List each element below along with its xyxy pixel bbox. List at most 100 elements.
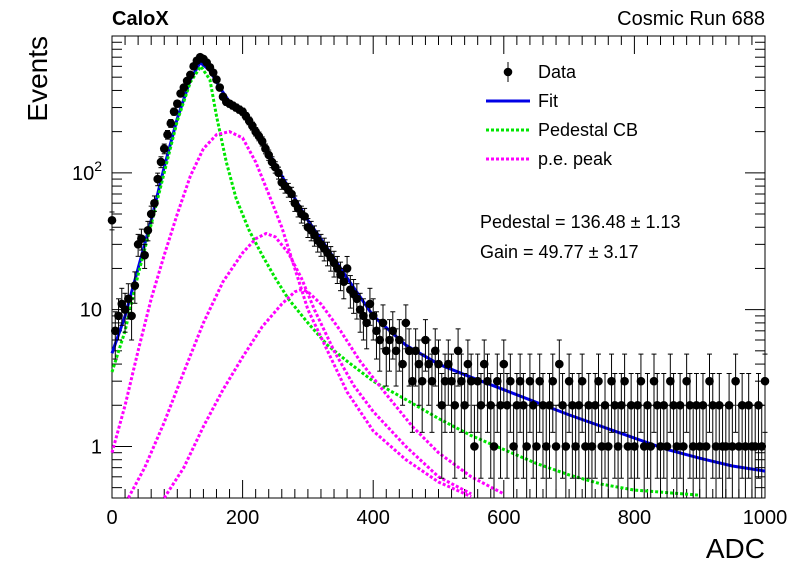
data-point: [215, 83, 225, 92]
data-point: [414, 339, 424, 406]
data-point: [525, 353, 535, 433]
data-point: [457, 353, 466, 433]
data-point: [620, 353, 629, 433]
data-point: [643, 372, 652, 479]
data-point: [646, 404, 656, 499]
data-point: [156, 156, 166, 169]
data-point: [603, 404, 613, 499]
data-point: [430, 328, 440, 387]
legend-entry-pedestal: Pedestal CB: [486, 120, 638, 140]
data-point: [424, 339, 434, 406]
data-point: [515, 353, 525, 433]
data-point: [545, 372, 554, 479]
data-point: [535, 353, 545, 433]
data-point: [561, 404, 571, 499]
data-point: [623, 404, 633, 499]
data-point: [577, 353, 587, 433]
data-point: [208, 68, 218, 77]
legend-label: Data: [538, 62, 577, 82]
axis-ticks: [111, 36, 766, 498]
data-point: [528, 372, 538, 479]
data-point: [584, 372, 593, 479]
data-point: [538, 372, 548, 479]
x-tick-label: 800: [618, 507, 651, 529]
data-point: [404, 328, 414, 387]
data-point: [512, 372, 522, 479]
data-point: [401, 304, 411, 350]
data-point: [359, 298, 368, 341]
data-point: [492, 353, 502, 433]
data-point: [666, 353, 675, 433]
data-point: [594, 353, 603, 433]
data-point: [656, 404, 665, 499]
data-point: [486, 372, 496, 479]
data-point: [682, 353, 691, 433]
data-point: [212, 75, 221, 84]
data-point: [652, 372, 662, 479]
data-point: [159, 143, 169, 155]
x-tick-label: 1000: [743, 507, 788, 529]
data-point: [597, 404, 607, 499]
x-tick-label: 200: [226, 507, 259, 529]
data-point: [541, 404, 551, 499]
data-point: [447, 353, 456, 433]
data-point: [737, 372, 747, 479]
data-point: [110, 311, 120, 360]
data-point: [342, 255, 352, 284]
data-point: [760, 353, 770, 433]
data-point: [440, 353, 450, 433]
experiment-label: CaloX: [112, 8, 169, 30]
data-point: [724, 372, 734, 479]
data-point: [574, 372, 584, 479]
data-point: [708, 372, 718, 479]
x-tick-label: 400: [357, 507, 390, 529]
gain-result: Gain = 49.77 ± 3.17: [480, 242, 639, 262]
data-point: [617, 372, 626, 479]
data-point: [506, 353, 515, 433]
data-point: [750, 404, 760, 499]
data-points: [107, 52, 770, 499]
data-point: [107, 211, 117, 231]
data-point: [564, 353, 574, 433]
data-point: [698, 372, 708, 479]
y-tick-label: 10: [80, 300, 102, 322]
data-point: [140, 243, 149, 269]
data-point: [450, 372, 460, 479]
data-point: [417, 353, 427, 433]
data-point: [166, 119, 176, 128]
data-point: [470, 404, 479, 499]
data-point: [659, 372, 669, 479]
pedestal-curve: [110, 63, 700, 497]
data-point: [532, 404, 541, 499]
data-point: [137, 228, 146, 251]
data-point: [434, 339, 443, 406]
data-point: [757, 404, 767, 499]
data-point: [607, 353, 616, 433]
data-point: [479, 339, 489, 406]
data-point: [173, 99, 182, 109]
data-point: [496, 372, 505, 479]
data-point: [568, 372, 577, 479]
data-point: [649, 353, 659, 433]
data-point: [548, 353, 558, 433]
data-point: [633, 372, 642, 479]
x-axis-title: ADC: [706, 533, 765, 564]
data-point: [675, 372, 685, 479]
data-point: [672, 404, 682, 499]
data-point: [685, 372, 695, 479]
legend: Data Fit Pedestal CB p.e. peak: [486, 62, 638, 169]
y-tick-label: 102: [72, 158, 102, 185]
data-point: [443, 339, 453, 406]
data-point: [483, 353, 492, 433]
data-point: [398, 339, 407, 406]
data-point: [695, 404, 704, 499]
x-tick-labels: 0 200 400 600 800 1000: [106, 507, 787, 529]
legend-entry-pe: p.e. peak: [486, 149, 613, 169]
data-point: [352, 283, 362, 320]
legend-entry-fit: Fit: [486, 91, 558, 111]
data-point: [437, 372, 447, 479]
data-point: [460, 372, 469, 479]
data-point: [714, 372, 724, 479]
data-point: [274, 166, 283, 180]
